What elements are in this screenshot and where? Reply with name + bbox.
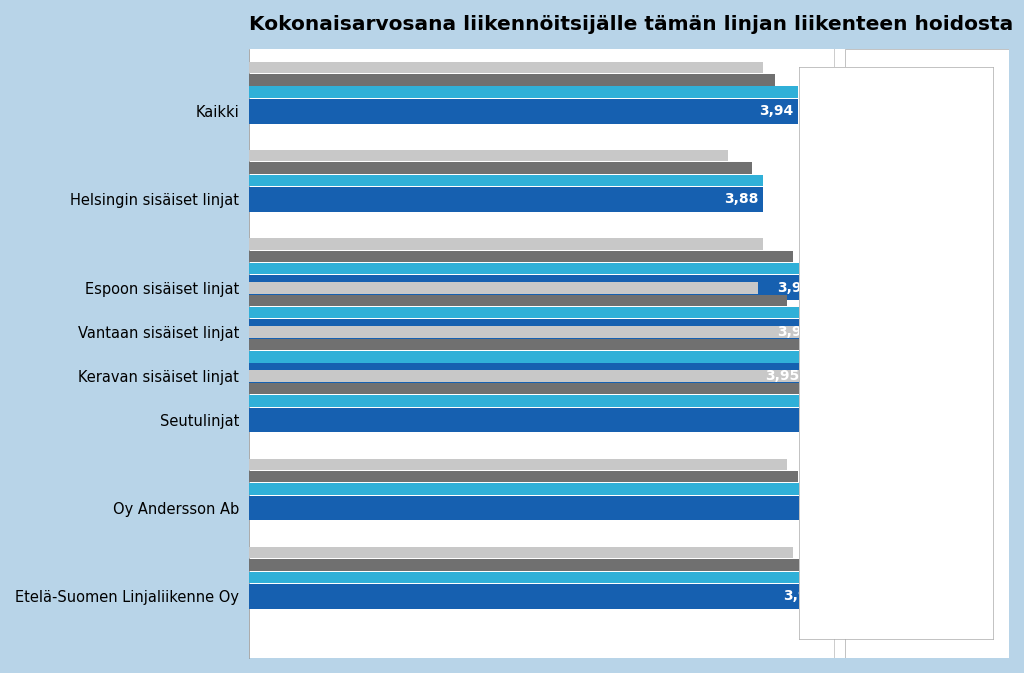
Text: 4,01: 4,01 [801,413,835,427]
Bar [249,99,799,124]
Bar [249,175,763,186]
Bar [249,62,763,73]
Bar [249,326,892,338]
Text: 3,94: 3,94 [760,104,794,118]
Bar [249,351,804,363]
Bar [249,319,816,344]
Bar [249,363,804,388]
Bar [249,471,799,483]
Text: 3,98: 3,98 [783,590,817,603]
Bar [249,383,816,394]
Bar [249,150,728,162]
Bar [249,307,816,318]
Bar [249,584,822,608]
Text: 3,88: 3,88 [724,192,759,207]
Bar [249,408,840,432]
Bar [249,187,763,212]
Bar [249,295,786,306]
Bar [249,250,793,262]
Bar [249,282,758,293]
Bar [249,483,845,495]
Bar [249,238,763,250]
Bar [249,263,816,275]
Bar [845,49,1024,658]
Text: 4,02: 4,02 [806,501,841,515]
Text: 3,97: 3,97 [777,324,811,339]
Bar [249,395,840,406]
Text: Kokonaisarvosana liikennöitsijälle tämän linjan liikenteen hoidosta: Kokonaisarvosana liikennöitsijälle tämän… [249,15,1013,34]
Bar [249,162,752,174]
Bar [249,559,804,571]
Bar [249,370,804,382]
Bar [249,339,874,350]
Bar [249,496,845,520]
Bar [249,87,799,98]
Bar [249,74,775,85]
Text: 3,97: 3,97 [777,281,811,295]
Bar [249,547,793,559]
Text: 3,95: 3,95 [765,369,800,383]
Bar [249,571,822,583]
Bar [249,459,786,470]
Bar [249,275,816,300]
